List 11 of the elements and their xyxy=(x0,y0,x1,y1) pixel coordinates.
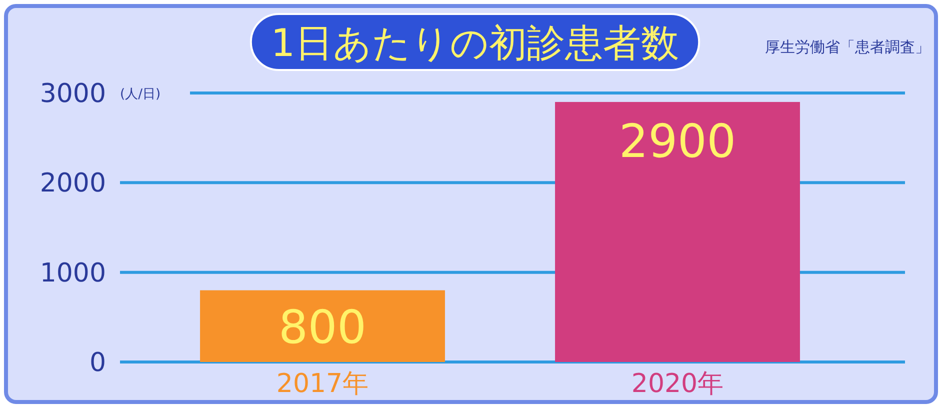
text: 厚生労働省「患者調査」 xyxy=(765,38,930,56)
x-tick-label: 2020年 xyxy=(631,369,724,399)
y-axis-title: (人/日) xyxy=(120,87,161,102)
data-label: 800 xyxy=(278,300,366,354)
y-tick-label: 0 xyxy=(89,348,106,378)
chart-title: 1日あたりの初診患者数 xyxy=(270,21,680,65)
y-tick-label: 3000 xyxy=(40,79,106,109)
y-tick-label: 2000 xyxy=(40,168,106,199)
data-label: 2900 xyxy=(618,114,736,168)
x-tick-label: 2017年 xyxy=(276,369,369,399)
y-tick-label: 1000 xyxy=(40,258,106,288)
